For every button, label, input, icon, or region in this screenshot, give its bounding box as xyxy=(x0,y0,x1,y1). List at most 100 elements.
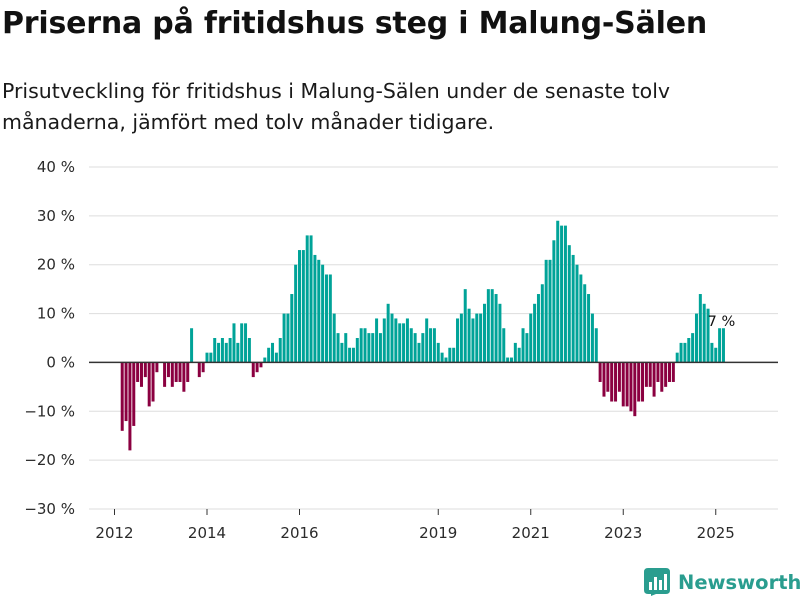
bar xyxy=(313,254,317,363)
bar xyxy=(402,323,406,363)
bar xyxy=(344,333,348,363)
bar xyxy=(182,362,186,392)
bar xyxy=(163,362,167,387)
y-tick-label: 40 % xyxy=(37,158,75,176)
x-tick-label: 2014 xyxy=(188,524,226,542)
x-tick-label: 2025 xyxy=(697,524,735,542)
bar xyxy=(174,362,178,382)
bar xyxy=(255,362,259,373)
bar xyxy=(271,342,275,363)
bar xyxy=(687,338,691,363)
bar xyxy=(186,362,190,382)
bar xyxy=(698,294,702,363)
bar xyxy=(579,274,583,363)
bar xyxy=(409,328,413,363)
bar xyxy=(321,264,325,363)
bar xyxy=(386,303,390,363)
x-axis-labels: 2012 2014 2016 2019 2021 2023 2025 xyxy=(95,509,735,542)
x-tick-label: 2021 xyxy=(512,524,550,542)
bar xyxy=(506,357,510,363)
x-tick-label: 2023 xyxy=(604,524,642,542)
y-tick-label: 10 % xyxy=(37,305,75,323)
bar xyxy=(170,362,174,387)
bar xyxy=(151,362,155,402)
bar xyxy=(267,347,271,363)
bar xyxy=(405,318,409,363)
bar xyxy=(629,362,633,412)
bar xyxy=(606,362,610,392)
bar xyxy=(213,338,217,363)
bar xyxy=(463,289,467,363)
bar xyxy=(475,313,479,363)
y-tick-label: −30 % xyxy=(24,500,75,518)
bar xyxy=(124,362,128,422)
bar xyxy=(560,225,564,363)
bar xyxy=(587,294,591,363)
bar xyxy=(425,318,429,363)
bar xyxy=(282,313,286,363)
bar xyxy=(617,362,621,392)
bar xyxy=(625,362,629,407)
bar xyxy=(486,289,490,363)
bar xyxy=(637,362,641,402)
bar xyxy=(359,328,363,363)
bar xyxy=(251,362,255,378)
bar xyxy=(490,289,494,363)
bar xyxy=(710,342,714,363)
bar xyxy=(448,347,452,363)
bar xyxy=(190,328,194,363)
bar xyxy=(220,338,224,363)
bar xyxy=(513,342,517,363)
bar xyxy=(244,323,248,363)
bar xyxy=(668,362,671,382)
bar xyxy=(290,294,294,363)
bar xyxy=(644,362,648,387)
bar xyxy=(209,352,213,363)
bar xyxy=(417,342,421,363)
bar xyxy=(143,362,147,378)
bar xyxy=(567,245,571,363)
bar xyxy=(714,347,718,363)
bar xyxy=(247,338,251,363)
bar xyxy=(671,362,675,382)
bar xyxy=(721,328,725,363)
x-tick-label: 2012 xyxy=(95,524,133,542)
bar xyxy=(305,235,309,363)
bar xyxy=(328,274,332,363)
y-tick-label: −10 % xyxy=(24,402,75,420)
page-title: Priserna på fritidshus steg i Malung-Säl… xyxy=(2,6,708,41)
y-tick-label: 30 % xyxy=(37,207,75,225)
bar xyxy=(517,347,521,363)
bar xyxy=(294,264,298,363)
bar xyxy=(132,362,136,426)
bar xyxy=(563,225,567,363)
newsworthy-logo-icon xyxy=(644,568,670,596)
bar xyxy=(351,347,355,363)
bar xyxy=(602,362,606,397)
bar xyxy=(378,333,382,363)
bar xyxy=(452,347,456,363)
bar xyxy=(224,342,228,363)
bar xyxy=(336,333,340,363)
last-value-label: 7 % xyxy=(708,314,736,330)
bar xyxy=(610,362,614,402)
bar xyxy=(178,362,182,382)
bar xyxy=(529,313,533,363)
bar xyxy=(691,333,695,363)
y-tick-label: 0 % xyxy=(46,353,75,371)
bars xyxy=(120,220,725,451)
bar xyxy=(552,240,556,363)
bar xyxy=(521,328,525,363)
bar xyxy=(683,342,687,363)
bar xyxy=(301,250,305,363)
bar xyxy=(136,362,140,382)
bar xyxy=(197,362,201,378)
bar xyxy=(274,352,278,363)
brand-name: Newsworthy xyxy=(678,570,800,594)
bar xyxy=(479,313,483,363)
bar xyxy=(371,333,375,363)
bar xyxy=(232,323,236,363)
bar xyxy=(390,313,394,363)
bar xyxy=(533,303,537,363)
